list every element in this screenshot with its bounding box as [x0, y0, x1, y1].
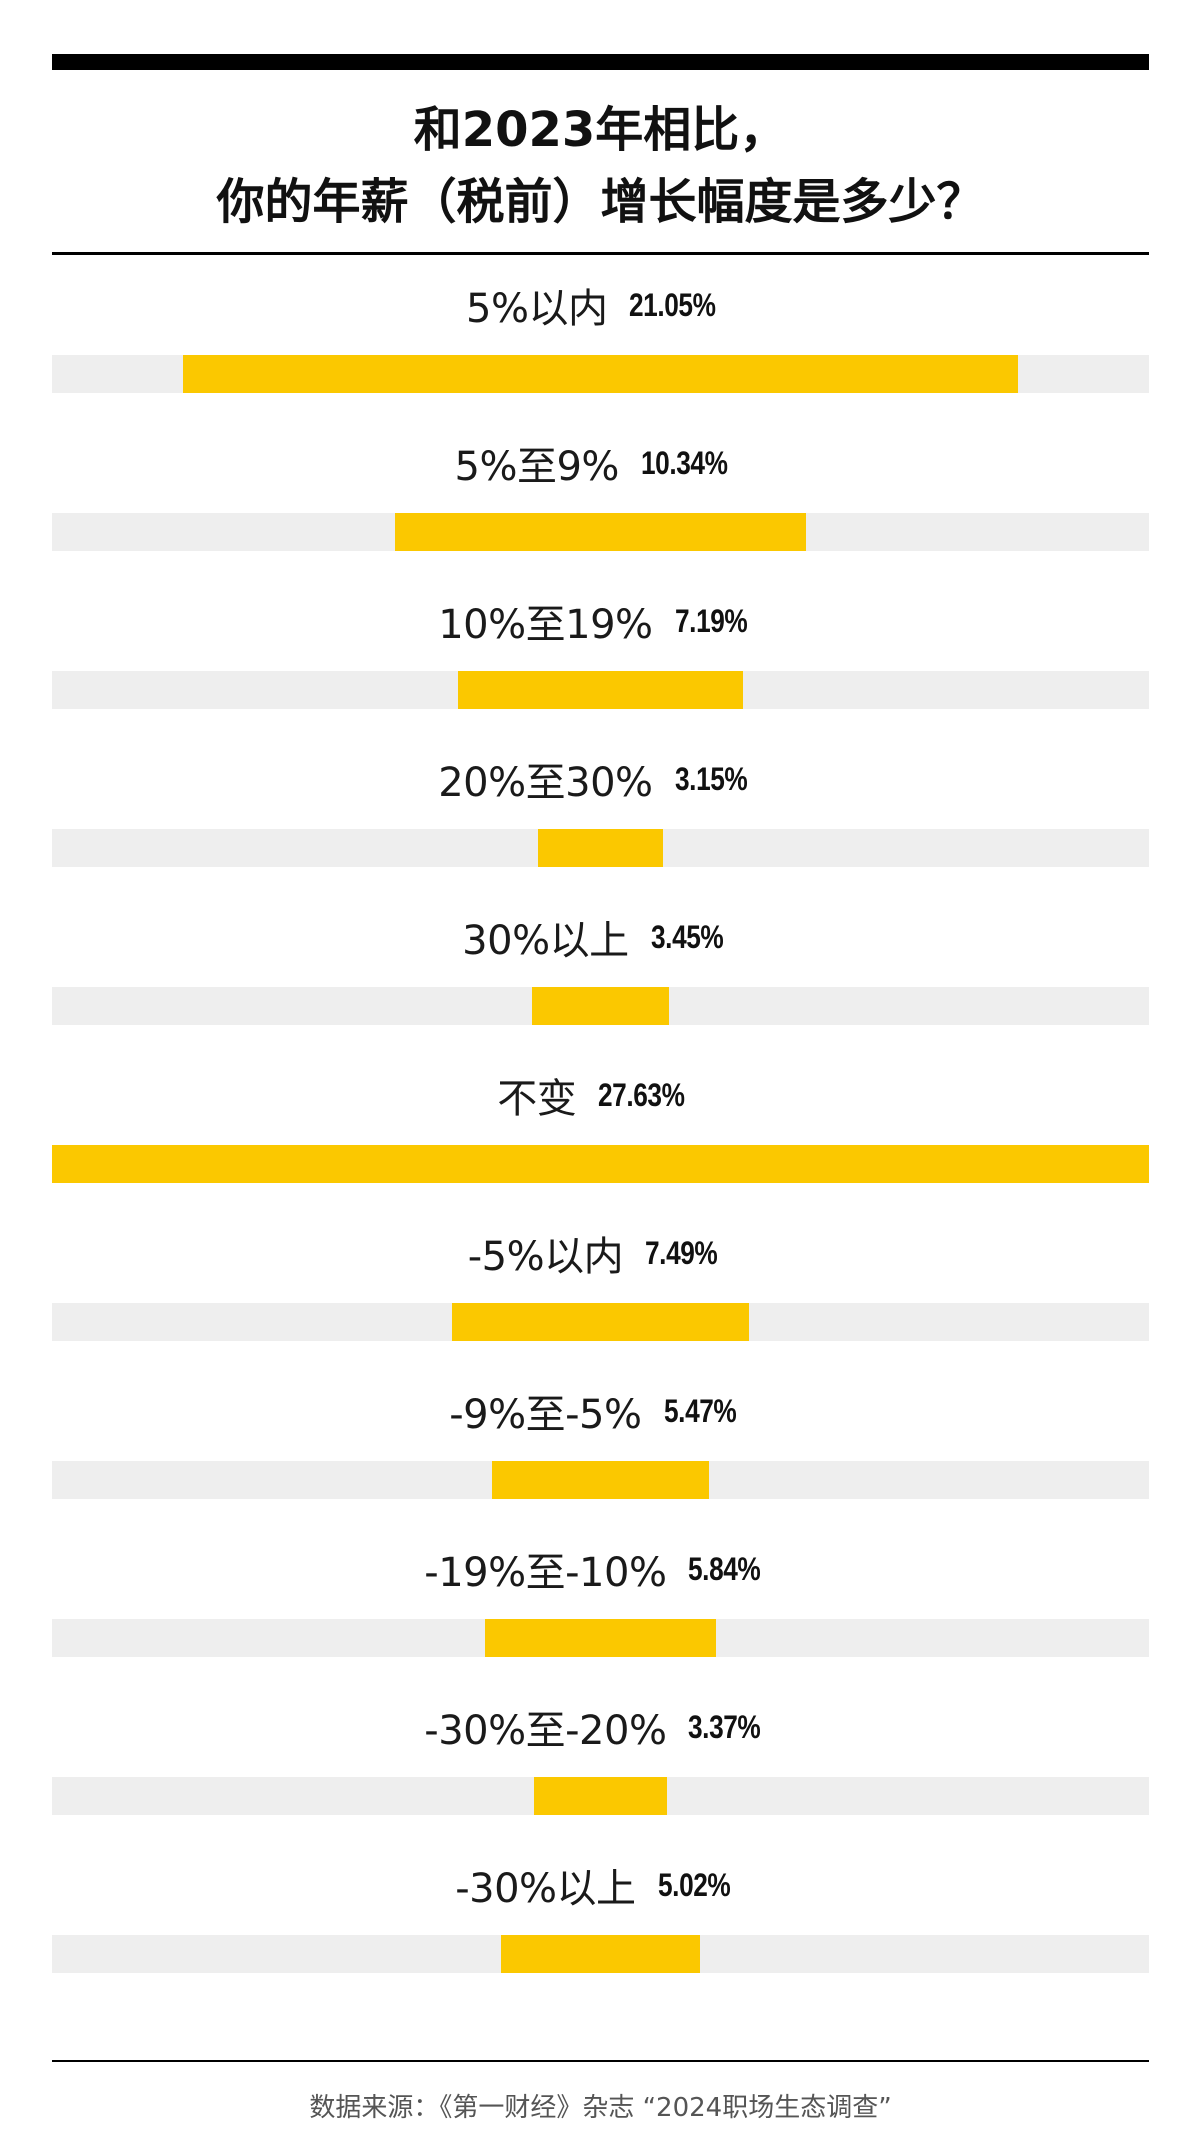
- chart-row: 不变 27.63%: [52, 1045, 1149, 1203]
- chart-title-line-2: 你的年薪（税前）增长幅度是多少？: [216, 174, 985, 230]
- bar: [457, 671, 744, 709]
- category-label: -30%至-20%: [424, 1708, 667, 1754]
- category-label: 不变: [497, 1076, 577, 1122]
- bar: [451, 1303, 750, 1341]
- title-divider: [52, 252, 1149, 255]
- category-label: 5%以内: [466, 286, 608, 332]
- chart-row: 30%以上 3.45%: [52, 887, 1149, 1045]
- chart-row: -5%以内 7.49%: [52, 1203, 1149, 1361]
- bar-track: [52, 1461, 1149, 1499]
- chart-row: 20%至30% 3.15%: [52, 729, 1149, 887]
- value-label: 10.34%: [640, 444, 728, 481]
- category-label: -30%以上: [455, 1866, 636, 1912]
- category-label: 20%至30%: [438, 760, 653, 806]
- bar: [500, 1935, 701, 1973]
- bar-track: [52, 513, 1149, 551]
- source-note: 数据来源：《第一财经》杂志 “2024职场生态调查”: [309, 2093, 892, 2123]
- chart-row: -30%至-20% 3.37%: [52, 1677, 1149, 1835]
- chart-row: -30%以上 5.02%: [52, 1835, 1149, 1993]
- bar: [533, 1777, 668, 1815]
- chart-row: -19%至-10% 5.84%: [52, 1519, 1149, 1677]
- category-label: -5%以内: [467, 1234, 624, 1280]
- row-label: -5%以内 7.49%: [52, 1223, 1149, 1283]
- value-label: 3.15%: [674, 760, 748, 797]
- value-label: 5.02%: [657, 1866, 731, 1903]
- bar: [484, 1619, 717, 1657]
- bar-track: [52, 829, 1149, 867]
- row-label: -30%以上 5.02%: [52, 1855, 1149, 1915]
- bar-track: [52, 355, 1149, 393]
- value-label: 7.49%: [645, 1234, 718, 1271]
- bar-track: [52, 1935, 1149, 1973]
- chart-title-line-1: 和2023年相比，: [413, 102, 788, 158]
- row-label: 20%至30% 3.15%: [52, 749, 1149, 809]
- bar-track: [52, 1303, 1149, 1341]
- chart-row: 5%至9% 10.34%: [52, 413, 1149, 571]
- bar-track: [52, 1145, 1149, 1183]
- bar: [491, 1461, 710, 1499]
- row-label: -30%至-20% 3.37%: [52, 1697, 1149, 1757]
- row-label: 不变 27.63%: [52, 1065, 1149, 1125]
- value-label: 27.63%: [598, 1076, 685, 1113]
- row-label: -19%至-10% 5.84%: [52, 1539, 1149, 1599]
- category-label: 5%至9%: [454, 444, 620, 490]
- row-label: 5%以内 21.05%: [52, 275, 1149, 335]
- chart-row: -9%至-5% 5.47%: [52, 1361, 1149, 1519]
- bar-track: [52, 671, 1149, 709]
- row-label: -9%至-5% 5.47%: [52, 1381, 1149, 1441]
- value-label: 5.47%: [663, 1392, 737, 1429]
- bar-track: [52, 1777, 1149, 1815]
- bar: [532, 987, 669, 1025]
- row-label: 5%至9% 10.34%: [52, 433, 1149, 493]
- category-label: -9%至-5%: [449, 1392, 642, 1438]
- bar: [52, 1145, 1149, 1183]
- row-label: 30%以上 3.45%: [52, 907, 1149, 967]
- row-label: 10%至19% 7.19%: [52, 591, 1149, 651]
- value-label: 21.05%: [629, 286, 717, 323]
- value-label: 5.84%: [688, 1550, 761, 1587]
- chart-row: 5%以内 21.05%: [52, 255, 1149, 413]
- top-rule: [52, 54, 1149, 70]
- category-label: 10%至19%: [438, 602, 653, 648]
- bar: [537, 829, 664, 867]
- value-label: 3.45%: [650, 918, 724, 955]
- bar-track: [52, 1619, 1149, 1657]
- bottom-rule: [52, 2060, 1149, 2062]
- bar: [182, 355, 1019, 393]
- value-label: 3.37%: [688, 1708, 761, 1745]
- chart-row: 10%至19% 7.19%: [52, 571, 1149, 729]
- bar: [395, 513, 806, 551]
- value-label: 7.19%: [674, 602, 748, 639]
- bar-track: [52, 987, 1149, 1025]
- category-label: 30%以上: [462, 918, 629, 964]
- category-label: -19%至-10%: [424, 1550, 667, 1596]
